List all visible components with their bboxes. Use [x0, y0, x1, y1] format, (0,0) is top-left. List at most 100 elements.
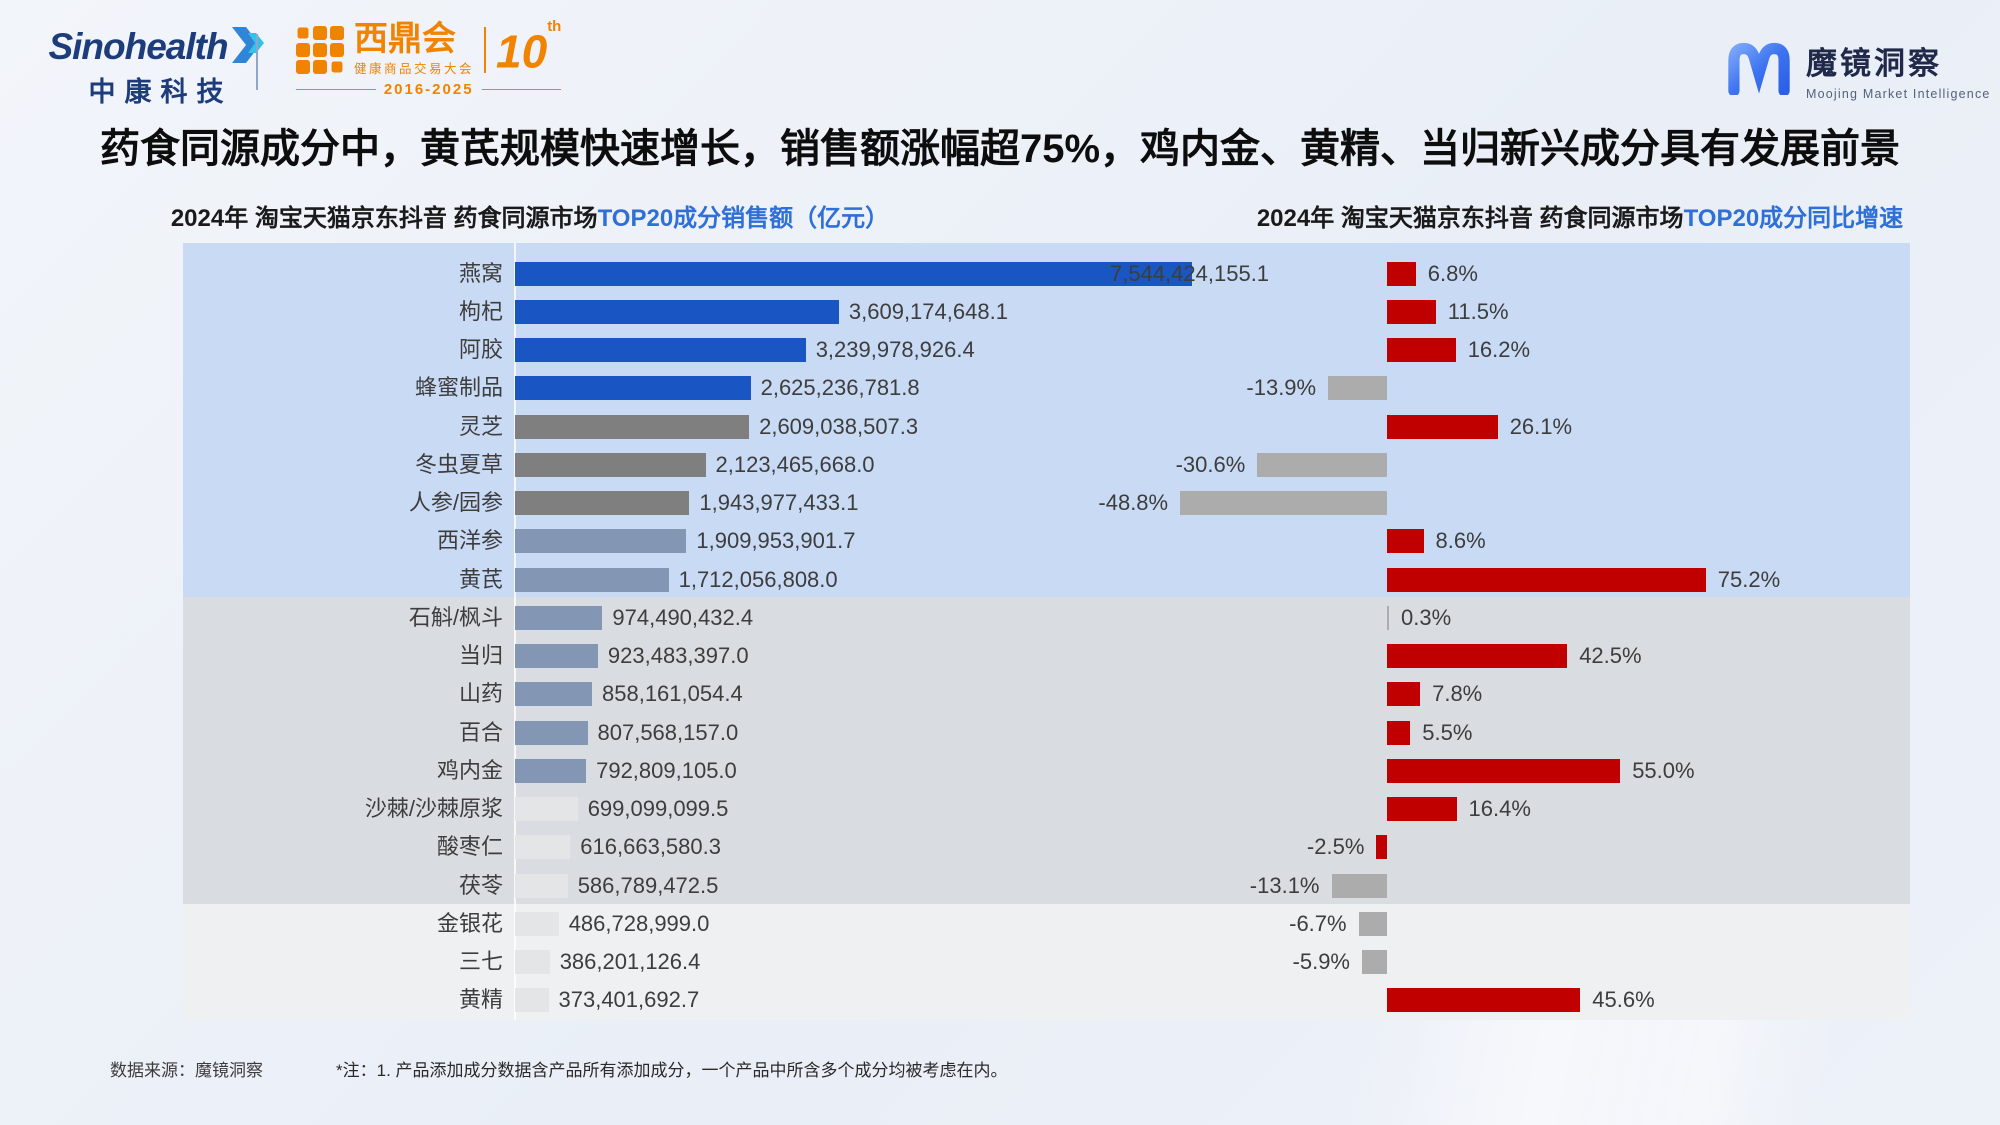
growth-value-label: 75.2% [1717, 566, 1781, 592]
category-label: 阿胶 [458, 337, 503, 363]
category-label: 黄精 [458, 987, 503, 1013]
sinohealth-cn-label: 中康科技 [88, 77, 233, 107]
sales-value-label: 2,609,038,507.3 [759, 413, 919, 439]
sales-value-label: 792,809,105.0 [596, 757, 737, 783]
growth-bar [1387, 988, 1581, 1013]
sales-value-label: 974,490,432.4 [612, 604, 754, 630]
sales-bar [515, 835, 571, 860]
moojing-m-icon [1726, 39, 1792, 100]
sales-bar [515, 529, 687, 554]
category-label: 山药 [458, 681, 503, 707]
category-label: 三七 [458, 949, 503, 975]
xidinghui-logo: 西鼎会 健康商品交易大会 10th 2016-2025 [296, 18, 561, 98]
growth-bar [1387, 414, 1498, 439]
xidinghui-years: 2016-2025 [296, 81, 561, 98]
growth-bar [1362, 950, 1387, 975]
growth-value-label: 0.3% [1401, 604, 1452, 630]
sales-value-label: 699,099,099.5 [587, 796, 729, 822]
sales-bar [515, 797, 578, 822]
growth-bar [1328, 376, 1387, 401]
sales-bar [515, 376, 751, 401]
category-label: 沙棘/沙棘原浆 [364, 796, 503, 822]
growth-bar [1387, 261, 1416, 286]
highlight-band-mid [183, 597, 1910, 904]
growth-value-label: 7.8% [1432, 681, 1483, 707]
category-label: 茯苓 [458, 872, 503, 898]
right-chart-title: 2024年 淘宝天猫京东抖音 药食同源市场TOP20成分同比增速 [1256, 205, 1904, 232]
sales-bar [515, 873, 568, 898]
growth-value-label: -5.9% [1292, 949, 1350, 975]
sales-value-label: 2,123,465,668.0 [715, 451, 875, 477]
category-label: 当归 [458, 643, 503, 669]
sales-bar [515, 644, 598, 669]
sales-bar [515, 988, 549, 1013]
growth-bar [1387, 644, 1568, 669]
growth-value-label: 42.5% [1579, 643, 1642, 669]
sales-bar [515, 720, 588, 745]
growth-value-label: -13.9% [1246, 375, 1317, 401]
growth-bar [1180, 491, 1387, 516]
growth-value-label: 26.1% [1509, 413, 1573, 439]
sinohealth-chevron-icon [230, 26, 264, 68]
growth-bar [1387, 529, 1424, 554]
growth-bar [1387, 797, 1457, 822]
category-label: 西洋参 [436, 528, 503, 554]
category-label: 黄芪 [458, 566, 503, 592]
xidinghui-name: 西鼎会 [354, 20, 456, 58]
chart-area: 燕窝 7,544,424,155.1 6.8% 枸杞 3,609,174,648.1 11… [183, 243, 1910, 1020]
growth-bar [1257, 452, 1387, 477]
sinohealth-wordmark: Sinohealth [48, 26, 228, 67]
category-label: 蜂蜜制品 [414, 375, 503, 401]
category-label: 枸杞 [458, 298, 503, 324]
sales-bar [515, 338, 806, 363]
growth-value-label: -2.5% [1306, 834, 1365, 860]
category-label: 石斛/枫斗 [408, 604, 503, 630]
sales-bar [515, 414, 750, 439]
growth-value-label: 5.5% [1422, 719, 1473, 745]
category-label: 鸡内金 [436, 757, 503, 783]
sales-value-label: 858,161,054.4 [602, 681, 743, 707]
sales-value-label: 2,625,236,781.8 [760, 375, 920, 401]
page-title: 药食同源成分中，黄芪规模快速增长，销售额涨幅超75%，鸡内金、黄精、当归新兴成分… [99, 127, 1901, 171]
growth-bar [1387, 567, 1706, 592]
growth-bar [1387, 605, 1389, 630]
growth-bar [1387, 682, 1421, 707]
xidinghui-grid-icon [296, 25, 344, 74]
growth-value-label: 45.6% [1592, 987, 1655, 1013]
category-label: 灵芝 [458, 413, 503, 439]
sales-value-label: 3,239,978,926.4 [815, 337, 975, 363]
sales-bar [515, 682, 592, 707]
growth-bar [1358, 911, 1387, 936]
category-label: 百合 [458, 719, 503, 745]
sales-bar [515, 567, 669, 592]
sales-bar [515, 261, 1192, 286]
growth-bar [1387, 720, 1411, 745]
sales-value-label: 586,789,472.5 [577, 872, 719, 898]
growth-bar [1376, 835, 1387, 860]
growth-bar [1387, 758, 1621, 783]
left-chart-title: 2024年 淘宝天猫京东抖音 药食同源市场TOP20成分销售额（亿元） [170, 205, 890, 232]
sales-value-label: 7,544,424,155.1 [1110, 260, 1270, 286]
sales-value-label: 373,401,692.7 [558, 987, 700, 1013]
sales-value-label: 807,568,157.0 [597, 719, 739, 745]
xidinghui-separator [484, 26, 487, 73]
growth-value-label: 8.6% [1435, 528, 1486, 554]
category-label: 冬虫夏草 [414, 451, 503, 477]
sales-bar [515, 299, 839, 324]
growth-bar [1387, 299, 1436, 324]
sales-value-label: 1,712,056,808.0 [678, 566, 838, 592]
sales-bar [515, 605, 603, 630]
category-label: 酸枣仁 [436, 834, 503, 860]
sales-value-label: 616,663,580.3 [580, 834, 721, 860]
growth-value-label: 16.4% [1468, 796, 1531, 822]
moojing-en-label: Moojing Market Intelligence [1806, 87, 1991, 101]
sales-bar [515, 758, 587, 783]
growth-value-label: -30.6% [1175, 451, 1246, 477]
sinohealth-logo: Sinohealth 中康科技 [36, 26, 276, 109]
sales-bar [515, 911, 559, 936]
growth-bar [1387, 338, 1456, 363]
growth-value-label: 6.8% [1427, 260, 1478, 286]
sales-value-label: 923,483,397.0 [607, 643, 749, 669]
moojing-logo: 魔镜洞察 Moojing Market Intelligence [1726, 38, 1991, 101]
